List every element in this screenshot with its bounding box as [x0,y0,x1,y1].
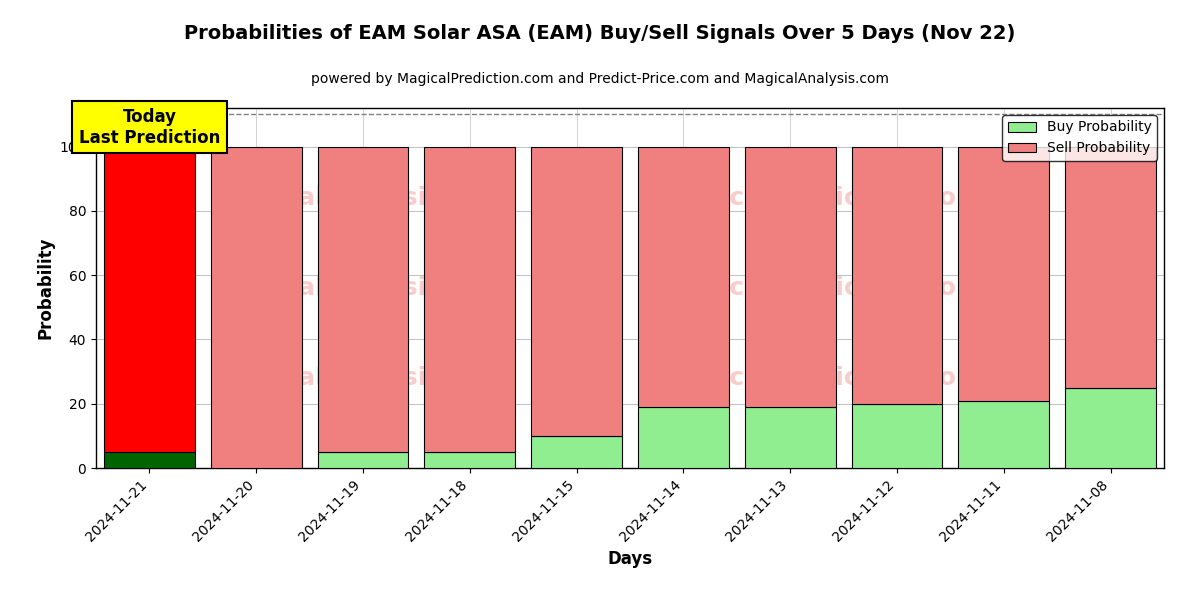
Bar [745,407,835,468]
Legend: Buy Probability, Sell Probability: Buy Probability, Sell Probability [1002,115,1157,161]
Bar [104,452,194,468]
Bar [532,436,622,468]
Text: powered by MagicalPrediction.com and Predict-Price.com and MagicalAnalysis.com: powered by MagicalPrediction.com and Pre… [311,72,889,86]
Bar [318,452,408,468]
Text: MagicalAnalysis.com: MagicalAnalysis.com [216,186,510,210]
Text: MagicalPrediction.com: MagicalPrediction.com [661,366,983,390]
Text: Probabilities of EAM Solar ASA (EAM) Buy/Sell Signals Over 5 Days (Nov 22): Probabilities of EAM Solar ASA (EAM) Buy… [185,24,1015,43]
Bar [532,146,622,436]
Text: Today
Last Prediction: Today Last Prediction [79,108,220,147]
Text: MagicalAnalysis.com: MagicalAnalysis.com [216,366,510,390]
Bar [852,404,942,468]
Bar [1066,388,1156,468]
Text: MagicalPrediction.com: MagicalPrediction.com [661,186,983,210]
Bar [318,146,408,452]
Bar [852,146,942,404]
Bar [425,452,515,468]
Bar [1066,146,1156,388]
Y-axis label: Probability: Probability [36,237,54,339]
Bar [745,146,835,407]
Bar [959,401,1049,468]
Bar [638,146,728,407]
Bar [638,407,728,468]
Text: MagicalAnalysis.com: MagicalAnalysis.com [216,276,510,300]
Bar [959,146,1049,401]
X-axis label: Days: Days [607,550,653,568]
Bar [104,146,194,452]
Bar [211,146,301,468]
Bar [425,146,515,452]
Text: MagicalPrediction.com: MagicalPrediction.com [661,276,983,300]
